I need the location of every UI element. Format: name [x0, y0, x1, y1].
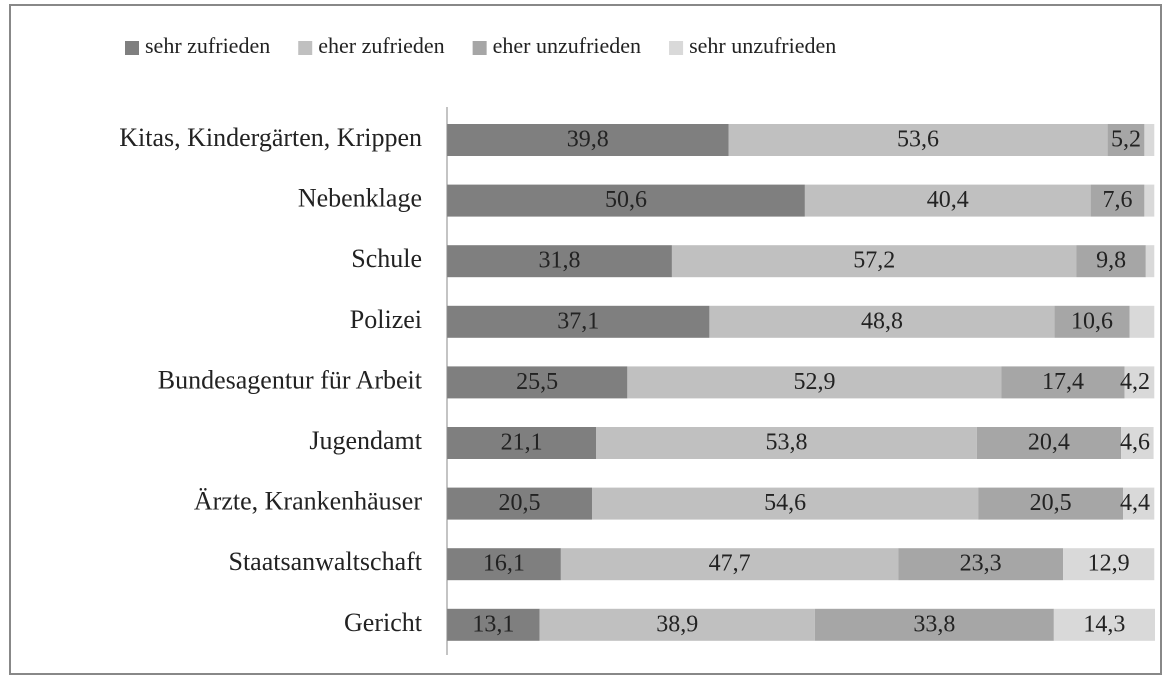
data-label: 25,5	[516, 369, 558, 395]
bar-segment	[1054, 305, 1130, 338]
data-label: 48,8	[861, 308, 903, 334]
legend-label: eher zufrieden	[318, 33, 444, 58]
data-label: 20,4	[1028, 430, 1070, 456]
data-label: 40,4	[927, 187, 969, 213]
category-label: Schule	[351, 244, 422, 273]
bar-segment	[627, 366, 1002, 399]
data-label: 23,3	[960, 551, 1002, 577]
data-label: 4,6	[1120, 430, 1150, 456]
bar-segment	[1107, 124, 1145, 156]
data-label: 53,6	[897, 127, 939, 153]
data-label: 52,9	[793, 369, 835, 395]
category-label: Bundesagentur für Arbeit	[158, 365, 423, 394]
data-label: 17,4	[1042, 369, 1084, 395]
data-label: 31,8	[538, 248, 580, 274]
data-label: 13,1	[472, 611, 514, 637]
bar-segment	[447, 124, 729, 156]
bar-segment	[447, 184, 805, 217]
bar-segment	[447, 487, 592, 520]
category-label: Polizei	[350, 305, 422, 334]
bar-segment	[728, 124, 1108, 156]
data-label: 9,8	[1096, 248, 1126, 274]
bar-segment	[560, 548, 899, 581]
data-label: 12,9	[1088, 551, 1130, 577]
bar-segment	[1123, 487, 1155, 520]
bar-segment	[814, 608, 1054, 641]
bar-segment	[1001, 366, 1125, 399]
category-label: Nebenklage	[298, 184, 422, 213]
bar-segment	[447, 548, 561, 581]
bar-segment	[447, 305, 710, 338]
bar-segment	[804, 184, 1091, 217]
legend-swatch	[472, 41, 487, 55]
data-label: 57,2	[853, 248, 895, 274]
data-label: 39,8	[567, 127, 609, 153]
legend-label: sehr zufrieden	[145, 33, 270, 58]
data-label: 53,8	[766, 430, 808, 456]
data-label: 47,7	[709, 551, 751, 577]
bar-segment	[539, 608, 815, 641]
bar-segment	[591, 487, 979, 520]
data-label: 16,1	[483, 551, 525, 577]
bar-segment	[1090, 184, 1145, 217]
data-label: 4,4	[1120, 490, 1150, 516]
category-label: Ärzte, Krankenhäuser	[194, 487, 422, 516]
legend-swatch	[669, 41, 684, 55]
data-label: 50,6	[605, 187, 647, 213]
data-label: 20,5	[1030, 490, 1072, 516]
legend-label: sehr unzufrieden	[689, 33, 836, 58]
data-label: 4,2	[1120, 369, 1150, 395]
bar-segment	[709, 305, 1055, 338]
data-label: 37,1	[557, 308, 599, 334]
bar-segment	[1063, 548, 1155, 581]
bar-segment	[978, 487, 1124, 520]
data-label: 38,9	[656, 611, 698, 637]
bar-segment	[447, 608, 540, 641]
legend-swatch	[298, 41, 313, 55]
data-label: 10,6	[1071, 308, 1113, 334]
data-label: 5,2	[1111, 127, 1141, 153]
category-label: Gericht	[344, 608, 423, 637]
category-label: Staatsanwaltschaft	[229, 547, 423, 576]
legend-label: eher unzufrieden	[493, 33, 641, 58]
data-label: 14,3	[1083, 611, 1125, 637]
bar-segment	[447, 245, 672, 278]
bar-segment	[447, 366, 628, 399]
bar-segment	[1121, 427, 1154, 459]
bar-segment	[1129, 305, 1155, 338]
data-label: 7,6	[1103, 187, 1133, 213]
bar-segment	[1076, 245, 1146, 278]
bar-segment	[671, 245, 1077, 278]
category-label: Kitas, Kindergärten, Krippen	[119, 123, 422, 152]
bar-segment	[1053, 608, 1155, 641]
data-label: 20,5	[498, 490, 540, 516]
data-label: 33,8	[913, 611, 955, 637]
bar-segment	[1144, 124, 1155, 156]
data-label: 54,6	[764, 490, 806, 516]
bar-segment	[447, 427, 597, 459]
category-label: Jugendamt	[309, 426, 422, 455]
legend-swatch	[125, 41, 139, 55]
bar-segment	[898, 548, 1064, 581]
bar-segment	[976, 427, 1122, 459]
data-label: 21,1	[501, 430, 543, 456]
bar-segment	[1124, 366, 1155, 399]
bar-segment	[1145, 245, 1155, 278]
bar-segment	[1144, 184, 1155, 217]
bar-segment	[596, 427, 977, 459]
